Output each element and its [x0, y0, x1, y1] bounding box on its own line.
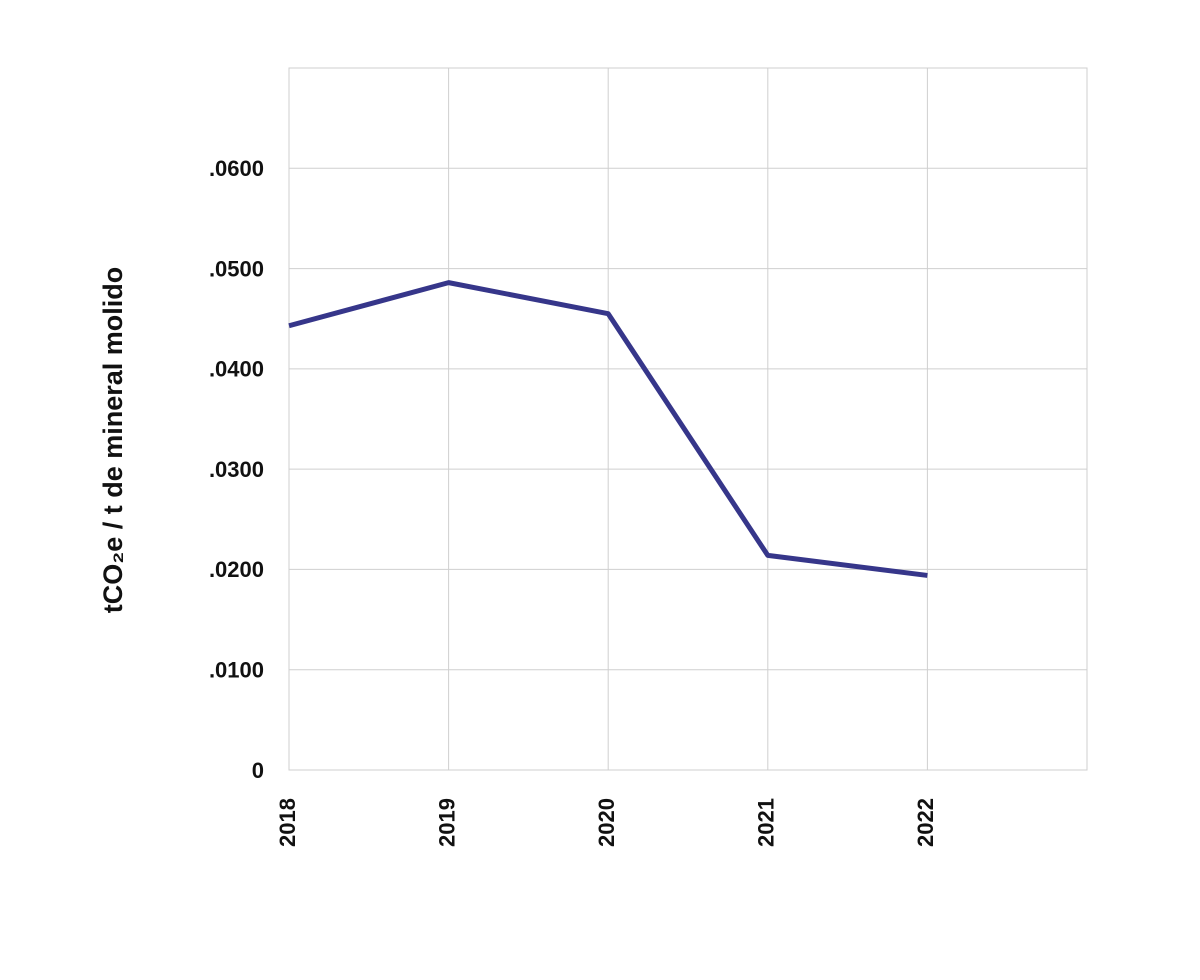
x-tick-label: 2019 [434, 798, 459, 847]
x-tick-label: 2022 [913, 798, 938, 847]
y-tick-label: .0100 [209, 658, 264, 683]
y-tick-label: 0 [252, 758, 264, 783]
x-tick-label: 2020 [594, 798, 619, 847]
x-tick-label: 2021 [754, 798, 779, 847]
x-tick-label: 2018 [275, 798, 300, 847]
y-tick-label: .0600 [209, 156, 264, 181]
y-tick-label: .0300 [209, 457, 264, 482]
y-tick-label: .0400 [209, 357, 264, 382]
plot-frame [288, 67, 1088, 771]
y-axis-label: tCO₂e / t de mineral molido [98, 267, 128, 614]
y-tick-label: .0200 [209, 557, 264, 582]
data-line [288, 280, 928, 578]
y-tick-label: .0500 [209, 256, 264, 281]
